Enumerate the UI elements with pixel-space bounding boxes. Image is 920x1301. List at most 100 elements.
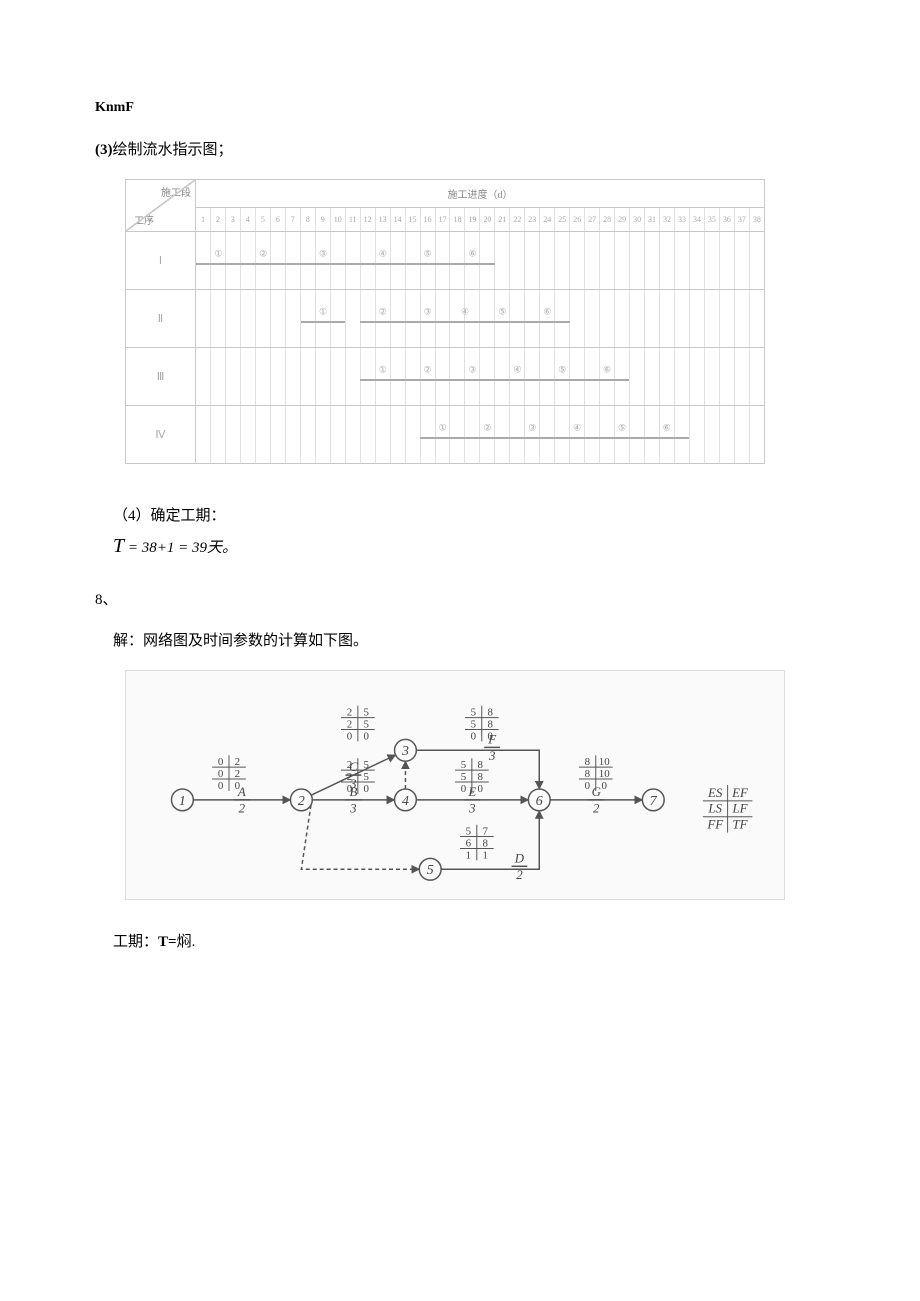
schedule-row: ①②③④⑤⑥ (196, 348, 765, 406)
svg-text:TF: TF (732, 818, 747, 832)
svg-text:LF: LF (731, 802, 747, 816)
svg-text:2: 2 (235, 768, 240, 780)
gantt-bar (600, 437, 645, 439)
day-number: 7 (285, 208, 300, 231)
gantt-bar-label: ⑤ (618, 423, 626, 434)
gantt-bar (495, 379, 540, 381)
svg-text:3: 3 (349, 802, 356, 816)
svg-text:3: 3 (488, 749, 495, 763)
day-number: 38 (749, 208, 764, 231)
svg-text:0: 0 (478, 783, 484, 795)
item-3: (3)绘制流水指示图； (95, 138, 825, 159)
svg-text:5: 5 (364, 719, 370, 731)
gantt-bar (360, 321, 405, 323)
day-number: 33 (674, 208, 689, 231)
gantt-bar-label: ⑤ (424, 249, 432, 260)
gantt-bar-label: ③ (468, 365, 476, 376)
day-number: 1 (196, 208, 210, 231)
gantt-bar-label: ⑥ (468, 249, 476, 260)
day-number: 8 (300, 208, 315, 231)
svg-text:0: 0 (487, 730, 493, 742)
svg-text:5: 5 (461, 771, 467, 783)
day-number: 5 (255, 208, 270, 231)
svg-text:6: 6 (466, 837, 472, 849)
gantt-bar-label: ② (424, 365, 432, 376)
row-label: Ⅰ (126, 232, 196, 290)
svg-text:0: 0 (347, 783, 353, 795)
svg-text:0: 0 (585, 780, 591, 792)
day-number: 4 (240, 208, 255, 231)
gantt-bar-label: ② (259, 249, 267, 260)
footer-prefix: 工期： (113, 934, 158, 950)
svg-text:FF: FF (706, 818, 723, 832)
svg-text:0: 0 (364, 730, 370, 742)
item-3-num: (3) (95, 142, 113, 158)
svg-text:5: 5 (461, 759, 467, 771)
day-number: 19 (464, 208, 479, 231)
gantt-bar-label: ① (319, 307, 327, 318)
formula-T-var: T (113, 535, 124, 557)
day-number: 24 (539, 208, 554, 231)
gantt-bar-label: ③ (424, 307, 432, 318)
row-label: Ⅱ (126, 290, 196, 348)
day-number: 27 (584, 208, 599, 231)
day-number: 30 (629, 208, 644, 231)
gantt-bar (644, 437, 689, 439)
item-4-num: （4） (113, 508, 151, 524)
day-number: 2 (210, 208, 225, 231)
svg-text:5: 5 (466, 826, 472, 838)
svg-text:5: 5 (471, 719, 477, 731)
gantt-bar-label: ⑤ (498, 307, 506, 318)
schedule-chart: 施工段 工序 施工进度（d） 1234567891011121314151617… (125, 179, 765, 464)
svg-text:5: 5 (427, 863, 434, 878)
gantt-bar (405, 263, 450, 265)
day-number: 17 (435, 208, 450, 231)
footer-suffix: 焖. (177, 934, 196, 950)
svg-text:8: 8 (478, 759, 484, 771)
footer-T: T= (158, 934, 177, 950)
svg-text:2: 2 (239, 802, 246, 816)
day-number: 37 (734, 208, 749, 231)
gantt-bar (585, 379, 630, 381)
svg-text:7: 7 (650, 794, 658, 809)
day-number: 31 (644, 208, 659, 231)
svg-text:2: 2 (516, 868, 523, 882)
gantt-bar-label: ⑥ (663, 423, 671, 434)
formula-T: T = 38+1 = 39天。 (113, 535, 825, 558)
svg-text:8: 8 (483, 837, 489, 849)
day-number: 20 (479, 208, 494, 231)
svg-text:LS: LS (707, 802, 722, 816)
formula-T-expr: = 38+1 = 39天。 (128, 540, 237, 556)
svg-text:3: 3 (401, 744, 409, 759)
svg-text:5: 5 (364, 707, 370, 719)
gantt-bar (420, 437, 465, 439)
gantt-bar-label: ③ (528, 423, 536, 434)
svg-text:4: 4 (402, 794, 409, 809)
svg-text:2: 2 (347, 771, 352, 783)
svg-text:5: 5 (364, 771, 370, 783)
gantt-bar (555, 437, 600, 439)
svg-text:G: G (592, 785, 602, 799)
gantt-bar-label: ① (379, 365, 387, 376)
gantt-bar-label: ① (214, 249, 222, 260)
gantt-bar-label: ⑥ (543, 307, 551, 318)
schedule-table: 施工段 工序 施工进度（d） 1234567891011121314151617… (125, 179, 765, 464)
svg-text:EF: EF (731, 786, 748, 800)
day-number: 35 (704, 208, 719, 231)
svg-text:0: 0 (347, 730, 353, 742)
svg-text:D: D (514, 851, 525, 865)
day-number: 32 (659, 208, 674, 231)
svg-text:2: 2 (347, 707, 352, 719)
gantt-bar (301, 321, 346, 323)
solution-intro: 解：网络图及时间参数的计算如下图。 (113, 629, 825, 650)
svg-text:2: 2 (298, 794, 305, 809)
svg-text:2: 2 (347, 759, 352, 771)
svg-text:10: 10 (599, 768, 610, 780)
day-number: 6 (270, 208, 285, 231)
diag-bot-label: 工序 (134, 212, 154, 227)
day-number: 34 (689, 208, 704, 231)
question-8: 8、 (95, 588, 825, 609)
day-number: 3 (225, 208, 240, 231)
item-3-text: 绘制流水指示图； (113, 142, 233, 158)
svg-text:1: 1 (466, 849, 471, 861)
